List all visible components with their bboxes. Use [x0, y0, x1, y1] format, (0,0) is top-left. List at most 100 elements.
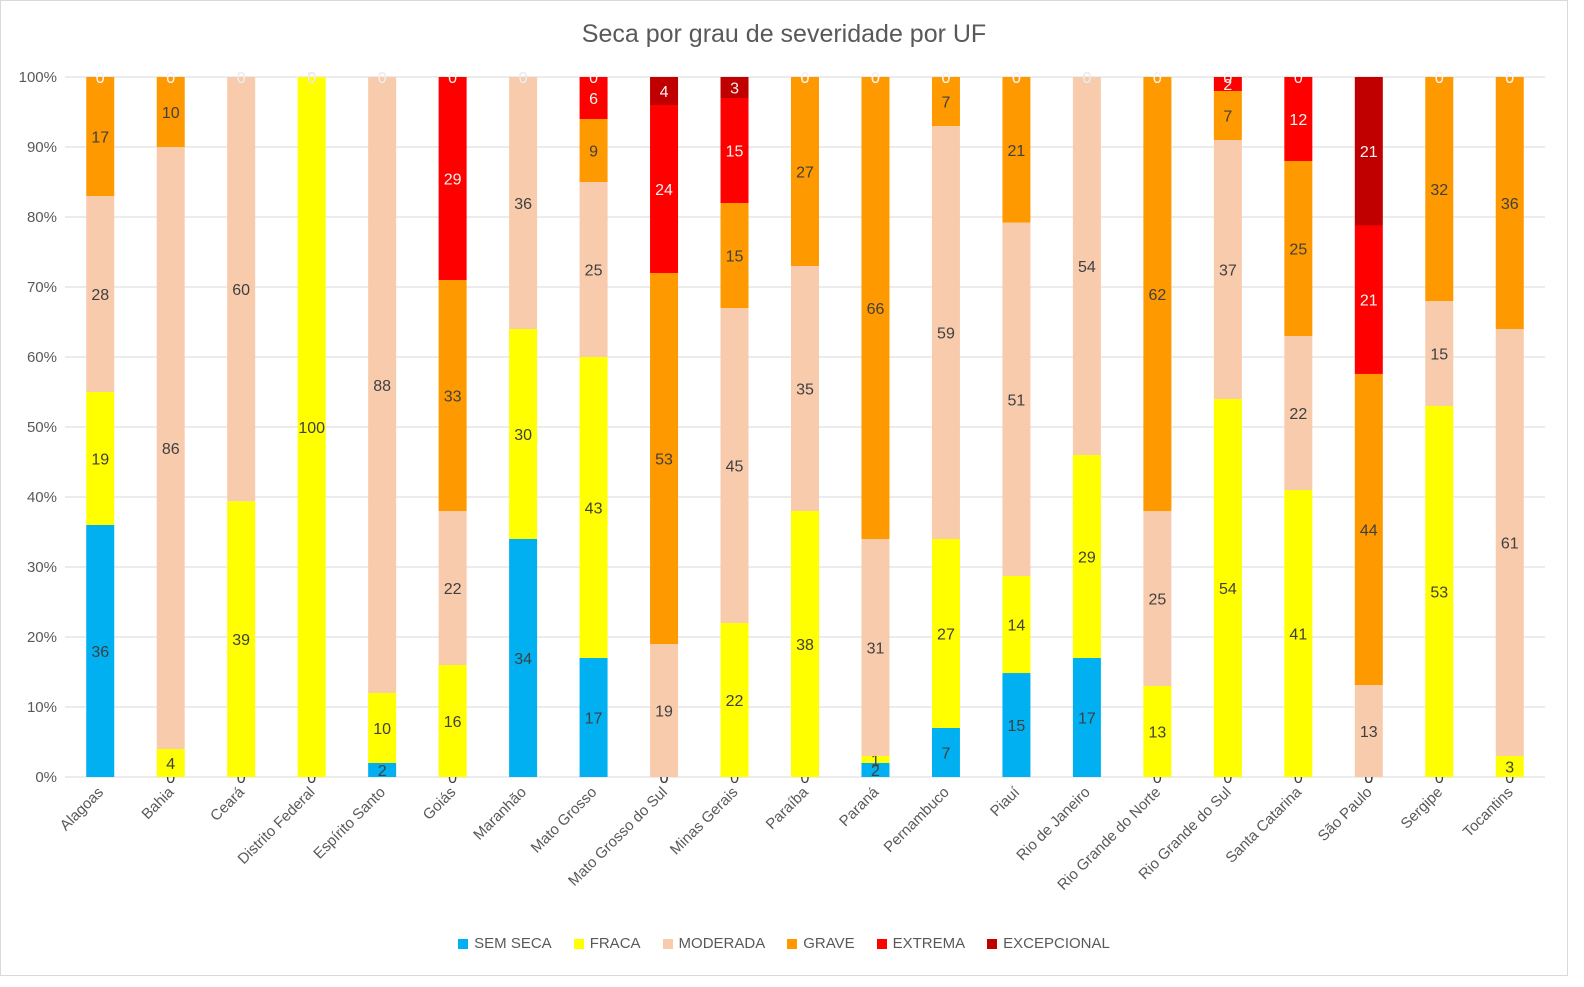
data-label: 0 [660, 770, 669, 787]
data-label: 0 [1082, 70, 1091, 87]
data-label: 45 [726, 459, 744, 476]
bar-segment [156, 77, 185, 147]
y-tick-label: 50% [27, 419, 57, 436]
bar-segment [1072, 455, 1101, 658]
data-label: 21 [1008, 143, 1026, 160]
bar-segment [1002, 77, 1031, 223]
data-label: 25 [1289, 242, 1307, 259]
bar-segment [579, 119, 608, 182]
y-tick-label: 20% [27, 629, 57, 646]
data-label: 0 [96, 70, 105, 87]
bar-segment [227, 501, 256, 777]
data-label: 15 [726, 249, 744, 266]
legend-label: MODERADA [678, 935, 766, 952]
data-label: 0 [378, 70, 387, 87]
data-label: 29 [1078, 550, 1096, 567]
bar-segment [1354, 77, 1383, 226]
bar-segment [1354, 373, 1383, 686]
data-label: 0 [1364, 770, 1373, 787]
legend-label: EXCEPCIONAL [1003, 935, 1110, 952]
data-label: 13 [1360, 724, 1378, 741]
data-label: 2 [378, 763, 387, 780]
data-label: 0 [237, 70, 246, 87]
y-tick-label: 0% [35, 769, 57, 786]
data-label: 0 [166, 770, 175, 787]
legend-swatch [787, 938, 798, 949]
data-label: 32 [1430, 182, 1448, 199]
legend-label: FRACA [589, 935, 641, 952]
bar-segment [791, 266, 819, 511]
bar-segment [720, 77, 749, 98]
data-label: 0 [237, 70, 246, 87]
data-label: 0 [96, 70, 105, 87]
legend-swatch [573, 938, 584, 949]
data-label: 0 [1012, 70, 1021, 87]
legend-item: MODERADA [662, 935, 766, 952]
bar-segment [297, 77, 326, 777]
data-label: 25 [585, 263, 603, 280]
bar-segment [579, 658, 608, 777]
data-label: 0 [941, 70, 950, 87]
data-label: 0 [1223, 70, 1232, 87]
data-label: 0 [1364, 770, 1373, 787]
data-label: 34 [514, 651, 532, 668]
data-label: 22 [726, 693, 744, 710]
bar-segment [579, 182, 608, 357]
bar-segment [1213, 399, 1242, 777]
y-tick-label: 70% [27, 279, 57, 296]
x-tick-label: Paraíba [763, 783, 813, 833]
bar-segment [1002, 222, 1031, 577]
data-label: 51 [1008, 392, 1026, 409]
data-label: 0 [307, 70, 316, 87]
data-label: 61 [1501, 536, 1519, 553]
data-label: 22 [1289, 406, 1307, 423]
bar-segment [368, 693, 397, 763]
bar-segment [368, 77, 397, 693]
data-label: 66 [867, 301, 885, 318]
data-label: 24 [655, 182, 673, 199]
bar-segment [438, 77, 467, 280]
data-label: 53 [1430, 585, 1448, 602]
bar-segment [650, 644, 679, 777]
legend-label: SEM SECA [474, 935, 552, 952]
data-label: 0 [730, 770, 739, 787]
data-label: 36 [91, 644, 109, 661]
bar-segment [791, 77, 819, 266]
bar-segment [579, 77, 608, 119]
bar-segment [1213, 77, 1242, 91]
data-label: 7 [1223, 109, 1232, 126]
data-label: 86 [162, 441, 180, 458]
bar-segment [1072, 77, 1101, 455]
data-label: 37 [1219, 263, 1237, 280]
data-label: 0 [1505, 70, 1514, 87]
bar-segment [1284, 161, 1313, 336]
bar-segment [1284, 336, 1313, 490]
data-label: 0 [801, 70, 810, 87]
bar-segment [650, 77, 679, 105]
bar-segment [438, 280, 467, 511]
bar-segment [1072, 658, 1101, 777]
data-label: 2 [1223, 77, 1232, 94]
y-tick-label: 90% [27, 139, 57, 156]
data-label: 17 [1078, 711, 1096, 728]
bar-segment [720, 98, 749, 203]
data-label: 15 [1008, 718, 1026, 735]
data-label: 0 [801, 70, 810, 87]
bar-segment [720, 203, 749, 308]
data-label: 30 [514, 427, 532, 444]
legend-item: EXCEPCIONAL [987, 935, 1110, 952]
data-label: 4 [660, 84, 669, 101]
data-label: 0 [1082, 70, 1091, 87]
x-tick-label: Ceará [207, 783, 248, 824]
x-tick-label: Tocantins [1460, 784, 1517, 841]
data-label: 31 [867, 641, 885, 658]
data-label: 14 [1008, 618, 1026, 635]
bar-segment [156, 749, 185, 777]
data-label: 0 [1294, 70, 1303, 87]
x-tick-label: Maranhão [470, 784, 530, 844]
bar-segment [1284, 490, 1313, 777]
data-label: 38 [796, 637, 814, 654]
bar-segment [227, 77, 256, 502]
bar-segment [1143, 511, 1172, 686]
x-tick-label: Santa Catarina [1222, 783, 1305, 866]
